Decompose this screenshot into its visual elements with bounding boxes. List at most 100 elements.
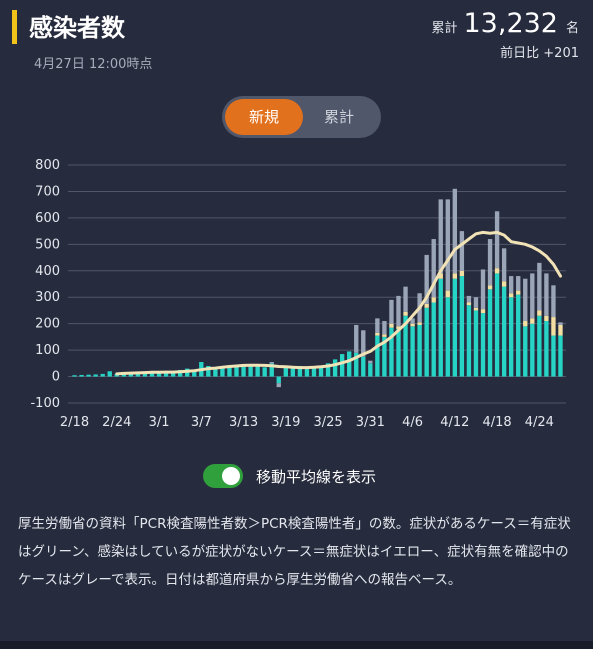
bar-segment-symptomatic (558, 335, 563, 377)
update-timestamp: 4月27日 12:00時点 (34, 57, 153, 72)
bar-segment-symptomatic (318, 366, 324, 377)
bar-segment-symptomatic (332, 359, 338, 377)
y-tick-label: 0 (52, 370, 60, 385)
tab-total[interactable]: 累計 (323, 108, 354, 126)
bar-segment-checking (445, 199, 450, 291)
bar-segment-checking (558, 322, 563, 325)
bar-segment-asymptomatic (537, 310, 542, 316)
bar-segment-symptomatic (241, 365, 246, 377)
bar-segment-symptomatic (128, 372, 134, 377)
y-tick-label: 300 (35, 290, 60, 305)
bar-segment-asymptomatic (396, 326, 401, 329)
bar-segment-symptomatic (262, 367, 267, 377)
title-accent-bar (12, 10, 17, 44)
bar-segment-symptomatic (283, 366, 288, 377)
view-toggle: 新規 累計 (222, 96, 381, 138)
bar-segment-checking (494, 211, 500, 269)
bar-segment-symptomatic (452, 278, 458, 377)
bar-segment-symptomatic (79, 374, 84, 377)
bar-segment-checking (424, 254, 429, 304)
day-over-day-diff: 前日比 +201 (500, 46, 579, 61)
bar-segment-symptomatic (445, 297, 450, 377)
bar-segment-symptomatic (269, 363, 274, 377)
bar-segment-symptomatic (121, 373, 127, 377)
bar-segment-asymptomatic (530, 318, 535, 324)
bar-segment-symptomatic (487, 289, 493, 377)
bar-segment-symptomatic (304, 367, 310, 377)
bar-segment-asymptomatic (445, 290, 450, 298)
bar-segment-asymptomatic (382, 334, 387, 337)
total-summary: 累計 13,232 名 前日比 +201 (431, 8, 579, 61)
bar-segment-symptomatic (523, 326, 528, 377)
bar-segment-symptomatic (311, 367, 317, 377)
bar-segment-checking (473, 297, 479, 308)
bar-segment-symptomatic (480, 313, 486, 377)
bar-segment-symptomatic (290, 367, 296, 377)
y-tick-label: 600 (35, 211, 60, 226)
bar-segment-asymptomatic (459, 270, 465, 277)
bar-segment-symptomatic (107, 371, 112, 377)
bar-segment-symptomatic (459, 276, 465, 377)
bar-segment-symptomatic (297, 365, 303, 377)
bar-segment-symptomatic (368, 363, 373, 377)
x-tick-label: 4/18 (482, 415, 511, 430)
bar-segment-symptomatic (375, 335, 380, 377)
bar-segment-symptomatic (396, 328, 401, 377)
bar-segment-symptomatic (551, 335, 556, 377)
bar-segment-asymptomatic (375, 332, 380, 336)
bar-segment-symptomatic (72, 375, 77, 377)
bar-segment-symptomatic (410, 326, 415, 377)
data-source-note: 厚生労働省の資料「PCR検査陽性者数＞PCR検査陽性者」の数。症状があるケース＝… (18, 516, 571, 588)
x-tick-label: 3/19 (271, 415, 300, 430)
tab-new[interactable]: 新規 (225, 99, 303, 135)
bar-segment-symptomatic (382, 336, 387, 377)
bar-segment-symptomatic (135, 373, 141, 377)
bar-segment-checking (276, 383, 281, 388)
bar-segment-symptomatic (466, 305, 472, 377)
bar-segment-symptomatic (325, 363, 331, 377)
bar-segment-checking (368, 360, 373, 364)
bar-segment-checking (452, 188, 458, 274)
x-tick-label: 3/25 (313, 415, 342, 430)
bar-segment-symptomatic (389, 327, 394, 377)
y-tick-label: 200 (35, 317, 60, 332)
bar-segment-checking (382, 321, 387, 335)
bar-segment-checking (438, 199, 443, 274)
bar-segment-checking (551, 285, 556, 318)
bar-segment-symptomatic (156, 372, 162, 377)
total-label: 累計 (431, 21, 458, 36)
bar-segment-symptomatic (354, 352, 359, 377)
bar-segment-asymptomatic (508, 293, 514, 298)
bar-segment-symptomatic (537, 315, 542, 377)
bar-segment-checking (459, 231, 465, 271)
bar-segment-symptomatic (424, 307, 429, 377)
bar-segment-symptomatic (220, 367, 225, 377)
bar-segment-symptomatic (417, 324, 422, 377)
bar-segment-asymptomatic (431, 297, 436, 303)
bar-segment-asymptomatic (389, 323, 394, 328)
bar-segment-symptomatic (149, 372, 155, 377)
bar-segment-symptomatic (276, 376, 281, 384)
moving-average-switch[interactable] (203, 464, 243, 488)
bar-segment-asymptomatic (544, 315, 549, 322)
bar-segment-checking (269, 362, 274, 364)
bar-segment-asymptomatic (473, 307, 479, 311)
bar-segment-symptomatic (255, 365, 260, 377)
bar-segment-checking (487, 239, 493, 286)
bar-segment-checking (389, 299, 394, 324)
bar-segment-asymptomatic (452, 273, 458, 279)
bar-segment-symptomatic (100, 373, 105, 377)
infection-chart: -100 0 100 200 300 400 500 600 700 800 2/18 2/24 3/1… (30, 158, 566, 430)
total-unit: 名 (565, 21, 579, 36)
x-tick-label: 4/6 (402, 415, 423, 430)
x-tick-label: 2/18 (60, 415, 89, 430)
bar-segment-symptomatic (339, 354, 345, 377)
bar-segment-checking (361, 330, 366, 357)
bar-segment-symptomatic (530, 323, 535, 377)
x-tick-label: 4/12 (440, 415, 469, 430)
bar-segment-asymptomatic (494, 268, 500, 274)
moving-average-toggle-row: 移動平均線を表示 (203, 462, 376, 490)
x-tick-label: 4/24 (525, 415, 554, 430)
bar-segment-symptomatic (192, 370, 197, 377)
total-value: 13,232 (463, 8, 558, 39)
